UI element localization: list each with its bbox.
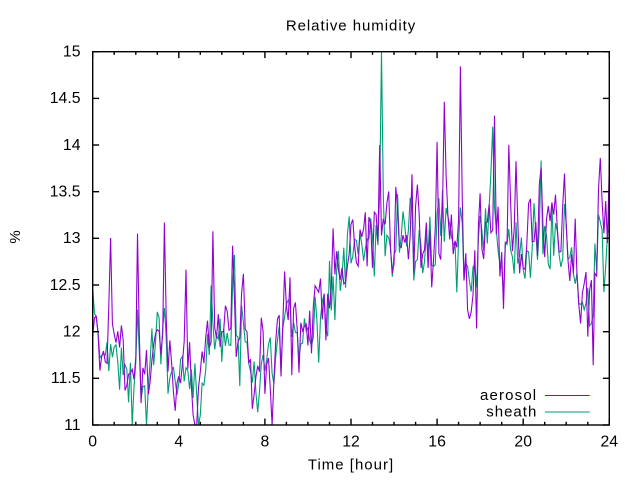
svg-text:13: 13 xyxy=(63,230,81,247)
svg-text:4: 4 xyxy=(174,434,183,451)
svg-text:11.5: 11.5 xyxy=(51,370,81,387)
svg-text:11: 11 xyxy=(64,417,81,434)
svg-text:13.5: 13.5 xyxy=(50,184,81,201)
svg-text:12: 12 xyxy=(63,324,81,341)
svg-text:20: 20 xyxy=(514,434,532,451)
svg-text:0: 0 xyxy=(88,434,97,451)
svg-text:16: 16 xyxy=(428,434,446,451)
svg-text:24: 24 xyxy=(601,434,619,451)
svg-text:Relative humidity: Relative humidity xyxy=(286,17,416,34)
svg-text:14: 14 xyxy=(63,137,81,154)
svg-text:15: 15 xyxy=(63,44,81,61)
svg-text:8: 8 xyxy=(261,434,270,451)
svg-text:aerosol: aerosol xyxy=(480,387,537,404)
svg-text:14.5: 14.5 xyxy=(50,90,81,107)
svg-text:12.5: 12.5 xyxy=(50,277,81,294)
svg-text:Time [hour]: Time [hour] xyxy=(308,457,394,474)
svg-text:12: 12 xyxy=(342,434,360,451)
svg-text:%: % xyxy=(7,230,24,243)
svg-text:sheath: sheath xyxy=(486,404,537,421)
